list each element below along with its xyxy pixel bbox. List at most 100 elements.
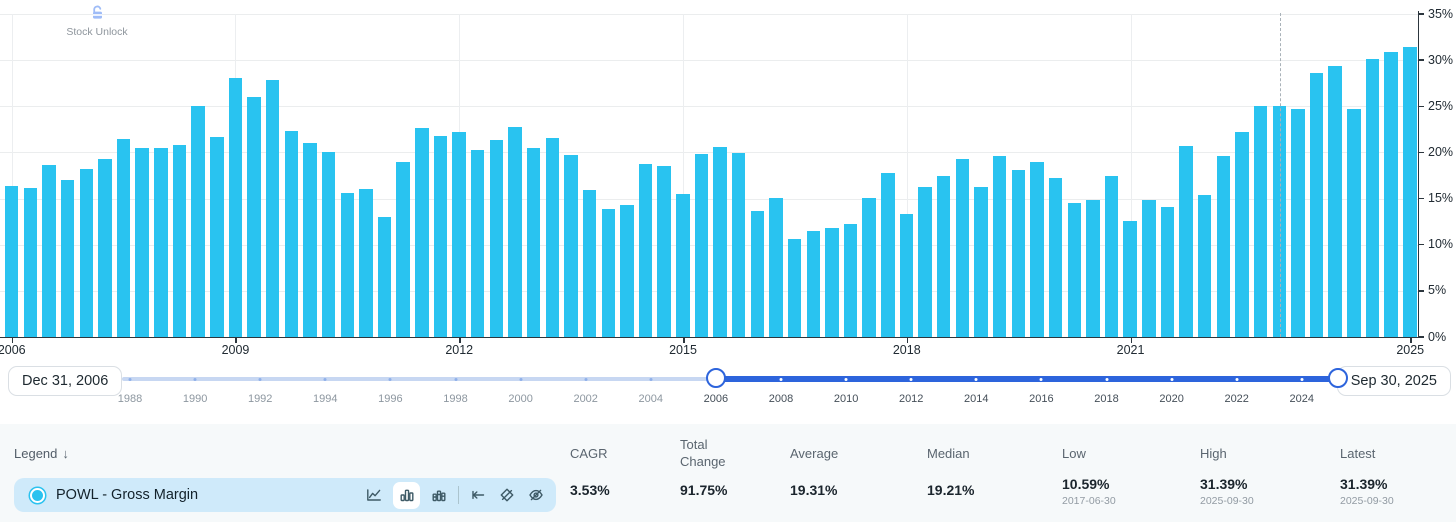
range-start-date-box[interactable]: Dec 31, 2006: [8, 366, 123, 396]
bar-2011-06-30[interactable]: [340, 193, 354, 337]
bar-2019-12-31[interactable]: [974, 186, 988, 337]
bar-2011-12-31[interactable]: [377, 217, 392, 337]
slider-handle-end[interactable]: [1328, 368, 1348, 388]
bar-2008-12-31[interactable]: [154, 147, 168, 337]
bar-2021-09-30[interactable]: [1104, 175, 1119, 337]
bar-2013-09-30[interactable]: [508, 126, 522, 337]
bar-2007-03-31[interactable]: [23, 188, 38, 337]
bar-2023-06-30[interactable]: [1235, 132, 1249, 337]
bar-2016-09-30[interactable]: [731, 153, 746, 337]
bar-2011-03-31[interactable]: [321, 152, 336, 337]
bar-2012-09-30[interactable]: [433, 135, 448, 337]
bar-2024-03-31[interactable]: [1291, 109, 1305, 337]
bar-2008-06-30[interactable]: [116, 138, 131, 337]
bar-2021-03-31[interactable]: [1067, 203, 1081, 337]
bar-2016-06-30[interactable]: [713, 146, 727, 337]
bar-2021-12-31[interactable]: [1123, 220, 1137, 337]
stat-header-total-change[interactable]: Total Change: [680, 437, 726, 469]
bar-2012-06-30[interactable]: [415, 127, 429, 337]
stat-header-average[interactable]: Average: [790, 445, 839, 461]
bar-2016-12-31[interactable]: [750, 210, 765, 337]
diamond-slash-icon[interactable]: [497, 485, 517, 505]
bar-2012-12-31[interactable]: [452, 132, 466, 337]
x-axis-label-2009: 2009: [221, 343, 250, 357]
bar-2023-03-31[interactable]: [1216, 156, 1231, 337]
stat-header-median[interactable]: Median: [927, 445, 970, 461]
bar-2007-12-31[interactable]: [79, 169, 94, 337]
slider-track-inactive[interactable]: [122, 377, 716, 381]
bar-2025-09-30[interactable]: [1403, 47, 1417, 337]
bar-2021-06-30[interactable]: [1086, 200, 1100, 337]
bar-2024-12-31[interactable]: [1347, 109, 1361, 337]
bar-2025-06-30[interactable]: [1384, 51, 1398, 337]
bar-2022-09-30[interactable]: [1179, 145, 1193, 337]
bar-2015-12-31[interactable]: [676, 193, 690, 337]
bar-2020-12-31[interactable]: [1048, 178, 1063, 337]
bar-2018-09-30[interactable]: [881, 172, 895, 337]
stat-header-high[interactable]: High: [1200, 445, 1227, 461]
align-left-icon[interactable]: [468, 485, 488, 505]
bar-2015-03-31[interactable]: [620, 205, 634, 337]
stat-header-cagr[interactable]: CAGR: [570, 445, 608, 461]
slider-track[interactable]: 1988 1990 1992 1994 1996 1998 2000 2002 2004 2006…: [118, 357, 1348, 424]
bar-2010-03-31[interactable]: [247, 97, 261, 337]
bar-2010-06-30[interactable]: [265, 80, 280, 337]
bar-2014-06-30[interactable]: [564, 155, 578, 337]
range-end-date-box[interactable]: Sep 30, 2025: [1336, 366, 1451, 396]
bar-2025-03-31[interactable]: [1365, 59, 1380, 337]
bar-2023-09-30[interactable]: [1253, 106, 1268, 337]
bar-2020-06-30[interactable]: [1011, 169, 1026, 337]
bar-2017-03-31[interactable]: [769, 197, 783, 337]
bar-2011-09-30[interactable]: [359, 189, 373, 337]
bar-2018-03-31[interactable]: [843, 224, 858, 337]
bar-2019-06-30[interactable]: [937, 175, 951, 337]
bar-2012-03-31[interactable]: [396, 161, 410, 337]
bar-2015-09-30[interactable]: [657, 166, 671, 337]
bar-2007-09-30[interactable]: [60, 180, 75, 337]
slider-handle-start[interactable]: [706, 368, 726, 388]
bar-2020-03-31[interactable]: [992, 156, 1007, 337]
bar-2018-12-31[interactable]: [899, 214, 914, 337]
series-row[interactable]: POWL - Gross Margin: [14, 478, 556, 512]
legend-column-header[interactable]: Legend ↓: [14, 446, 69, 461]
bar-2018-06-30[interactable]: [862, 197, 876, 337]
bar-2013-03-31[interactable]: [471, 149, 485, 337]
bar-2017-12-31[interactable]: [825, 228, 839, 337]
bar-2008-09-30[interactable]: [135, 147, 149, 337]
bar-2009-03-31[interactable]: [172, 145, 187, 337]
bar-2024-06-30[interactable]: [1309, 73, 1324, 337]
bar-2024-09-30[interactable]: [1328, 65, 1342, 337]
bar-2009-06-30[interactable]: [191, 106, 205, 337]
bar-2008-03-31[interactable]: [98, 158, 112, 337]
bar-2023-12-31[interactable]: [1272, 106, 1287, 337]
eye-off-icon[interactable]: [526, 485, 546, 505]
bar-2022-12-31[interactable]: [1198, 194, 1212, 337]
bar-2014-03-31[interactable]: [545, 137, 560, 337]
bar-2007-06-30[interactable]: [42, 165, 56, 337]
bar-2013-06-30[interactable]: [489, 139, 504, 337]
bar-2022-06-30[interactable]: [1160, 206, 1175, 337]
bar-2010-09-30[interactable]: [284, 131, 299, 337]
bar-2009-09-30[interactable]: [210, 136, 224, 337]
bar-2016-03-31[interactable]: [694, 154, 709, 337]
bar-2006-12-31[interactable]: [5, 185, 19, 337]
bar-2017-06-30[interactable]: [787, 239, 802, 337]
bar-chart-icon[interactable]: [393, 481, 420, 509]
stat-header-low[interactable]: Low: [1062, 445, 1086, 461]
bar-2010-12-31[interactable]: [303, 143, 317, 337]
bar-2019-09-30[interactable]: [955, 158, 970, 337]
stat-header-latest[interactable]: Latest: [1340, 445, 1376, 461]
bar-2019-03-31[interactable]: [918, 186, 932, 337]
bar-2014-12-31[interactable]: [601, 208, 615, 337]
bar-2009-12-31[interactable]: [228, 77, 243, 337]
bar-2020-09-30[interactable]: [1030, 161, 1044, 337]
slider-year-label-1994: 1994: [313, 393, 338, 405]
slider-track-active[interactable]: [716, 376, 1340, 382]
bar-2013-12-31[interactable]: [526, 147, 541, 337]
bar-2014-09-30[interactable]: [582, 190, 597, 337]
stacked-bar-chart-icon[interactable]: [429, 485, 449, 505]
line-chart-icon[interactable]: [364, 485, 384, 505]
bar-2017-09-30[interactable]: [806, 230, 820, 337]
bar-2015-06-30[interactable]: [638, 164, 653, 337]
bar-2022-03-31[interactable]: [1142, 199, 1156, 337]
